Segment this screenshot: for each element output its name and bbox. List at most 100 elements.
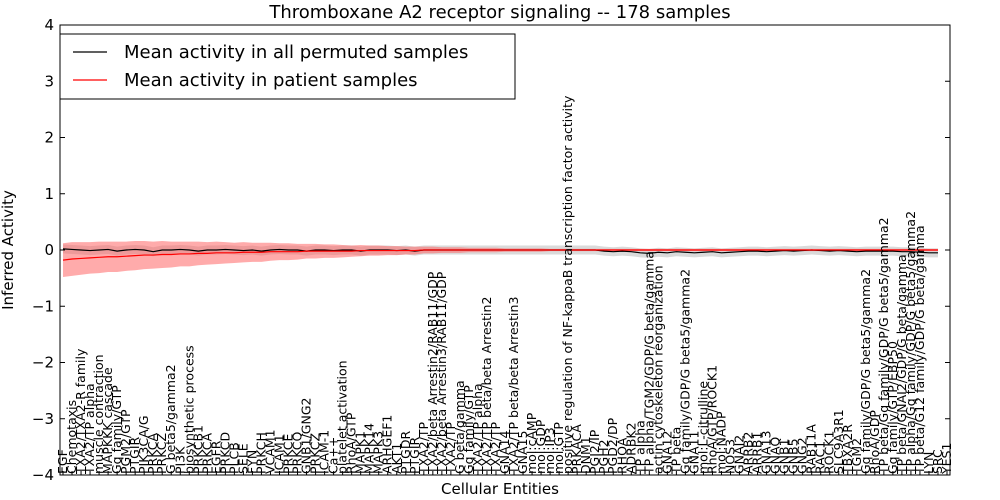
legend-label-patient: Mean activity in patient samples: [124, 70, 418, 91]
entity-label: TP beta/G12 family/GDP/G beta/gamma: [912, 225, 927, 475]
entity-label: Chemotaxis: [64, 400, 79, 474]
entity-label: GNAQ: [768, 437, 783, 474]
entity-label: RhoA/GTP: [344, 412, 359, 474]
entity-label: RhoA/GDP: [867, 410, 882, 474]
entity-label: ARRB2: [741, 432, 756, 474]
entity-label: AKT1: [389, 443, 404, 474]
activity-bands: [63, 241, 938, 277]
entity-label: Gq family/GDP/G beta5/gamma2: [677, 269, 692, 474]
entity-label: GNB1: [777, 438, 792, 474]
entity-label: mol:GDP: [533, 419, 548, 474]
entity-label: G beta/gamma: [452, 380, 467, 474]
entity-label: TXA2/TP beta/beta Arrestin3: [506, 297, 521, 475]
entity-label: GNA15: [515, 431, 530, 475]
entity-label: platelet activation: [335, 360, 350, 474]
y-tick-label: 4: [44, 16, 54, 34]
entity-label: ARRB1: [750, 432, 765, 474]
entity-label: TXA2/TP: [416, 421, 431, 475]
entity-label: PRKCH: [253, 432, 268, 474]
entity-label: SELE: [235, 443, 250, 474]
entity-label: positive regulation of NF-kappaB transcr…: [560, 95, 575, 474]
entity-label: FYN: [244, 450, 259, 474]
entity-label: PRKCZ: [308, 433, 323, 474]
y-tick-label: 2: [44, 129, 54, 147]
entity-label: Gq family/GTP: [461, 385, 476, 474]
entity-label: PGM2/GTP: [118, 409, 133, 474]
entity-label: TP beta: [668, 427, 683, 475]
plot-frame: [59, 24, 951, 476]
entity-label: MAPK14: [362, 423, 377, 474]
entity-label: TP alpha/TGM2/GDP/G beta/gamma: [641, 251, 656, 475]
entity-label: SLC9A3R1: [831, 409, 846, 474]
entity-label: ICAM-1: [317, 430, 332, 474]
entity-label: PTGIR: [127, 436, 142, 474]
entity-label: muscle contraction: [91, 354, 106, 474]
entity-label: YES1: [939, 443, 954, 475]
entity-label: PRKCQ: [290, 432, 305, 474]
entity-label: TBXA2R: [840, 424, 855, 475]
entity-label: mol:GTP: [551, 422, 566, 474]
entity-label: PTGIR: [407, 436, 422, 474]
entity-label: PGI2/IP: [587, 429, 602, 474]
entity-label: EGFR: [208, 440, 223, 474]
entity-label: LYN: [921, 452, 936, 474]
entity-label: PRKCZ: [154, 433, 169, 474]
legend: Mean activity in all permuted samples Me…: [59, 33, 516, 100]
entity-label: TXA2/TP beta/beta Arrestin2: [479, 297, 494, 475]
entity-label: NOS3: [723, 439, 738, 474]
entity-label: EGF: [55, 449, 70, 474]
entity-label: PI3K: [172, 446, 187, 474]
entity-label: mol:IP3: [542, 427, 557, 474]
y-axis-label: Inferred Activity: [0, 190, 17, 310]
series-lines: [62, 248, 938, 261]
entity-label: TXA2/TP alpha: [82, 383, 97, 475]
y-tick-label: −4: [32, 466, 54, 484]
entity-label: mol:L-citrulline: [695, 381, 710, 474]
y-axis-ticks: −4 −3 −2 −1 0 1 2 3 4: [32, 16, 950, 484]
entity-label: VCAM1: [262, 429, 277, 474]
entity-label: RHOA: [614, 437, 629, 474]
x-axis-label: Cellular Entities: [441, 480, 559, 498]
entity-label: PGD2/DP: [605, 417, 620, 474]
entity-label: Gq family/GDP/G beta5/gamma2: [858, 269, 873, 474]
entity-label: TXA2/TP: [488, 421, 503, 475]
entity-label: TP alpha/Gq family/GDP/G beta5/gamma2: [903, 211, 918, 475]
entity-label: SRC: [930, 449, 945, 474]
chart-title: Thromboxane A2 receptor signaling -- 178…: [268, 2, 730, 23]
entity-label: GNG2: [795, 437, 810, 474]
entity-label: Gq family/GTP/EBP50: [885, 341, 900, 474]
entity-label: PLCB: [226, 442, 241, 474]
entity-label: MAPKKK cascade: [100, 367, 115, 474]
entity-label: ADRBK2: [623, 422, 638, 474]
entity-label: MAPK1: [353, 431, 368, 474]
entity-label: GNAI2: [732, 435, 747, 474]
entity-label: G beta5/gamma2: [163, 364, 178, 474]
entity-label: DNM1: [578, 436, 593, 474]
entity-label: ARHGEF1: [380, 415, 395, 474]
entity-label: TP beta/Gq family/GDP/G beta5/gamma2: [876, 217, 891, 475]
entity-label: PRKCE: [281, 434, 296, 474]
legend-label-permuted: Mean activity in all permuted samples: [124, 42, 468, 63]
entity-label: ROCK1: [822, 431, 837, 474]
entity-label: GNA14: [497, 430, 512, 474]
entity-label: TXA2/TP: [443, 421, 458, 475]
y-tick-label: −1: [32, 297, 54, 315]
entity-label: TP alpha: [632, 420, 647, 475]
entity-label: MAPK3: [371, 431, 386, 474]
entity-label: TGM2: [849, 438, 864, 475]
entity-label: GNB1/GNG2: [299, 398, 314, 474]
entity-label: mol:NADP: [713, 411, 728, 474]
entity-label: GNA12: [659, 431, 674, 475]
y-tick-label: −3: [32, 410, 54, 428]
entity-label: PRKACA: [569, 424, 584, 474]
entity-label: biosynthetic process: [181, 345, 196, 474]
entity-label: PGH2: [596, 439, 611, 474]
entity-label: TXA2/beta Arrestin2/RAB11/GDP: [425, 271, 440, 475]
entity-label: TP beta/GNAI2/GDP/G beta/gamma: [894, 254, 909, 475]
entity-label: TXA2/TP alpha: [470, 383, 485, 475]
entity-label: PRKCA: [145, 433, 160, 474]
entity-label: PTGDR: [398, 431, 413, 474]
entity-label: RAC1: [813, 441, 828, 474]
